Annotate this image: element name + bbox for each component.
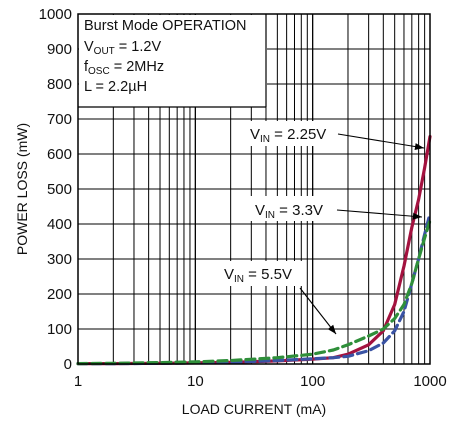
series-label-bg bbox=[244, 121, 340, 146]
y-tick-label: 900 bbox=[47, 41, 72, 58]
arrowhead bbox=[412, 212, 422, 220]
info-box-line: VOUT = 1.2V bbox=[84, 39, 161, 57]
y-tick-label: 300 bbox=[47, 251, 72, 268]
series-label-arrow bbox=[337, 133, 425, 149]
y-axis-label: POWER LOSS (mW) bbox=[14, 123, 30, 255]
series-label: VIN = 3.3V bbox=[255, 202, 323, 221]
series-line-1 bbox=[76, 211, 432, 366]
y-tick-label: 200 bbox=[47, 286, 72, 303]
x-axis-label: LOAD CURRENT (mA) bbox=[182, 401, 326, 417]
info-box: Burst Mode OPERATION VOUT = 1.2V fOSC = 2M… bbox=[78, 14, 267, 108]
arrowhead bbox=[414, 143, 424, 151]
y-tick-label: 1000 bbox=[39, 6, 72, 23]
y-tick-label: 800 bbox=[47, 76, 72, 93]
series-label: VIN = 2.25V bbox=[250, 126, 326, 145]
y-tick-label: 400 bbox=[47, 216, 72, 233]
x-tick-label: 10 bbox=[187, 373, 204, 390]
series-label-arrow bbox=[336, 209, 423, 218]
plot-frame bbox=[77, 13, 431, 365]
series-curves bbox=[76, 134, 432, 366]
x-tick-label: 1000 bbox=[413, 373, 446, 390]
series-label-bg bbox=[250, 196, 336, 221]
info-box-title: Burst Mode OPERATION bbox=[84, 18, 247, 34]
series-line-0 bbox=[76, 134, 432, 366]
series-label-bg bbox=[219, 261, 305, 286]
series-label-arrow bbox=[299, 287, 337, 335]
y-tick-label: 600 bbox=[47, 146, 72, 163]
y-tick-label: 0 bbox=[64, 356, 72, 373]
x-tick-label: 1 bbox=[74, 373, 82, 390]
series-line-2 bbox=[76, 218, 432, 366]
axes: 0 100 200 300 400 500 600 700 800 900 1000 1 10 100 10… bbox=[14, 6, 447, 417]
info-box-line: fOSC = 2MHz bbox=[84, 59, 164, 77]
info-box-bg bbox=[79, 15, 267, 107]
info-box-line: L = 2.2µH bbox=[84, 79, 147, 95]
arrowhead bbox=[327, 324, 336, 334]
y-tick-label: 500 bbox=[47, 181, 72, 198]
y-tick-label: 100 bbox=[47, 321, 72, 338]
series-annotations: VIN = 2.25V VIN = 3.3V VIN = 5.5V bbox=[219, 121, 425, 335]
series-label: VIN = 5.5V bbox=[224, 266, 292, 285]
y-tick-label: 700 bbox=[47, 111, 72, 128]
x-tick-label: 100 bbox=[300, 373, 325, 390]
